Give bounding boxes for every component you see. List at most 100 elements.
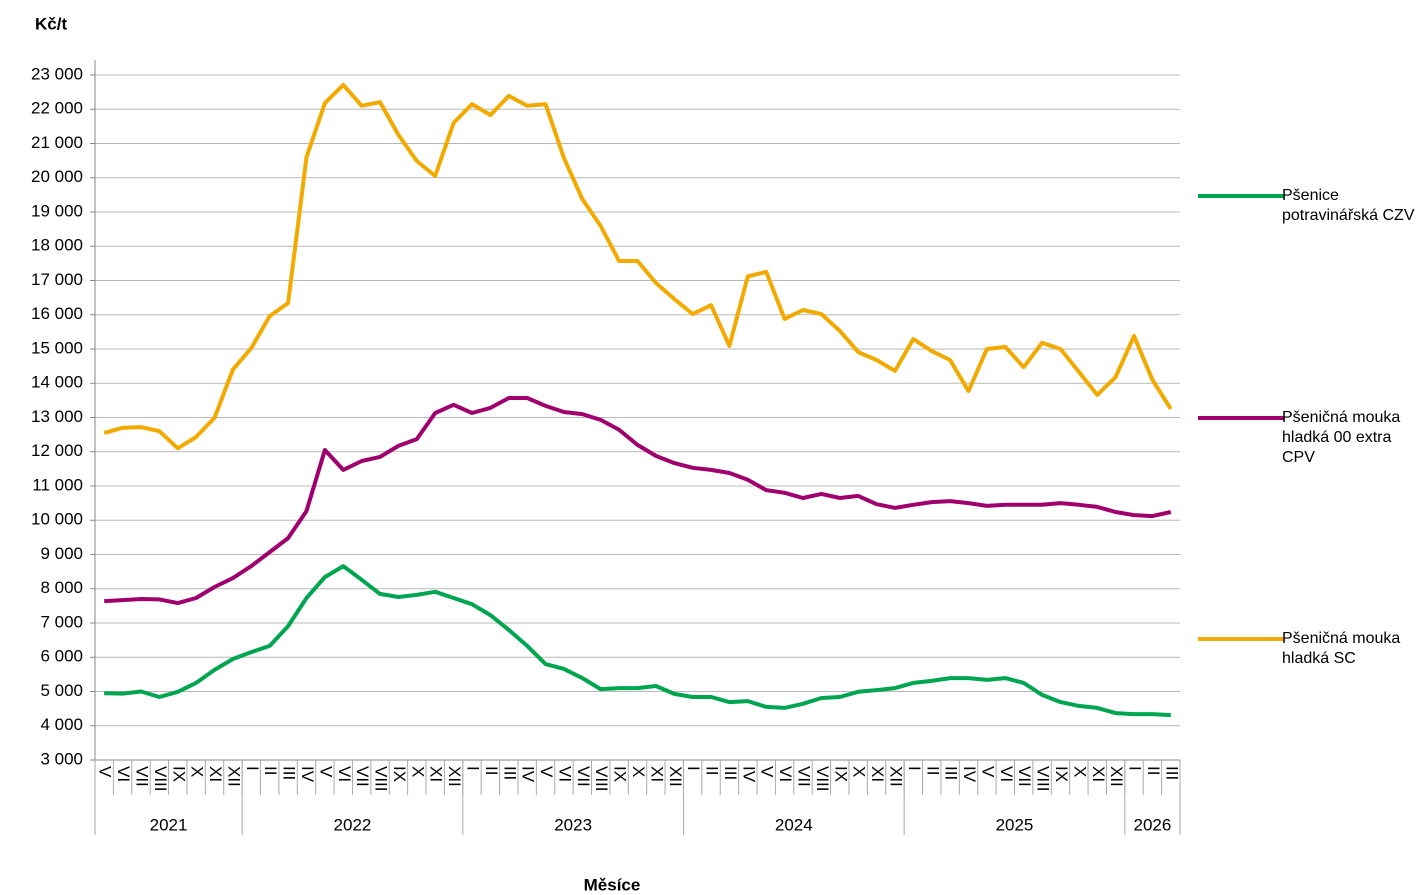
x-tick-label: V	[96, 766, 115, 778]
y-tick-label: 10 000	[31, 510, 83, 529]
x-tick-label: XII	[886, 766, 905, 787]
legend-swatch	[1198, 416, 1284, 420]
x-tick-label: I	[243, 766, 262, 771]
x-tick-label: IX	[390, 766, 409, 782]
x-tick-label: XI	[868, 766, 887, 782]
legend-item: Pšenice potravinářská CZV	[1198, 186, 1424, 226]
x-tick-label: V	[316, 766, 335, 778]
group-label: 2025	[996, 815, 1034, 834]
y-tick-label: 9 000	[40, 544, 83, 563]
x-tick-label: IV	[298, 766, 317, 783]
series-line	[103, 82, 1173, 451]
legend-item: Pšeničná mouka hladká 00 extra CPV	[1198, 408, 1407, 468]
x-tick-label: VIII	[372, 766, 391, 792]
x-tick-label: III	[721, 766, 740, 780]
x-tick-label: VII	[795, 766, 814, 787]
legend-item: Pšeničná mouka hladká SC	[1198, 629, 1407, 669]
y-tick-label: 13 000	[31, 407, 83, 426]
legend-label: Pšeničná mouka hladká SC	[1282, 630, 1401, 667]
x-tick-label: IV	[960, 766, 979, 783]
x-tick-label: VIII	[1034, 766, 1053, 792]
x-tick-label: X	[850, 766, 869, 777]
x-tick-label: I	[684, 766, 703, 771]
x-tick-label: VI	[555, 766, 574, 782]
group-label: 2026	[1134, 815, 1172, 834]
x-tick-label: XI	[427, 766, 446, 782]
x-tick-label: II	[703, 766, 722, 775]
x-tick-label: IX	[1052, 766, 1071, 782]
x-tick-label: VI	[997, 766, 1016, 782]
x-axis-title: Měsíce	[584, 875, 641, 894]
x-tick-label: VI	[114, 766, 133, 782]
x-tick-label: VIII	[592, 766, 611, 792]
x-tick-label: XII	[224, 766, 243, 787]
x-tick-label: VIII	[151, 766, 170, 792]
y-tick-label: 21 000	[31, 133, 83, 152]
legend-label: Pšenice potravinářská CZV	[1282, 187, 1415, 224]
x-tick-label: X	[188, 766, 207, 777]
x-tick-label: III	[1162, 766, 1181, 780]
y-tick-label: 11 000	[32, 475, 83, 494]
y-tick-label: 18 000	[31, 236, 83, 255]
x-tick-label: XI	[647, 766, 666, 782]
x-tick-label: I	[1126, 766, 1145, 771]
y-tick-label: 5 000	[40, 681, 83, 700]
legend-swatch	[1198, 637, 1284, 641]
x-tick-label: I	[905, 766, 924, 771]
x-tick-label: V	[978, 766, 997, 778]
y-tick-label: 6 000	[40, 647, 83, 666]
y-tick-label: 16 000	[31, 304, 83, 323]
y-tick-label: 3 000	[40, 749, 83, 768]
x-tick-label: XI	[1089, 766, 1108, 782]
x-tick-label: XII	[666, 766, 685, 787]
x-tick-label: IX	[169, 766, 188, 782]
x-tick-label: III	[942, 766, 961, 780]
x-tick-label: II	[923, 766, 942, 775]
y-tick-label: 12 000	[31, 441, 83, 460]
x-tick-label: VII	[132, 766, 151, 787]
x-tick-label: XI	[206, 766, 225, 782]
legend-swatch	[1198, 194, 1284, 198]
x-tick-label: VIII	[813, 766, 832, 792]
x-tick-label: X	[1070, 766, 1089, 777]
x-tick-label: VI	[776, 766, 795, 782]
y-tick-label: 19 000	[31, 201, 83, 220]
x-tick-label: II	[261, 766, 280, 775]
x-tick-label: XII	[1107, 766, 1126, 787]
y-tick-label: 4 000	[40, 715, 83, 734]
y-tick-label: 20 000	[31, 167, 83, 186]
y-tick-label: 14 000	[31, 373, 83, 392]
x-tick-label: II	[482, 766, 501, 775]
x-tick-label: XII	[445, 766, 464, 787]
y-tick-label: 15 000	[31, 338, 83, 357]
legend-label: Pšeničná mouka hladká 00 extra CPV	[1282, 409, 1401, 466]
x-tick-label: IV	[739, 766, 758, 783]
series-line	[104, 564, 1171, 718]
group-label: 2023	[554, 815, 592, 834]
x-tick-label: I	[464, 766, 483, 771]
y-tick-label: 7 000	[40, 612, 83, 631]
x-tick-label: II	[1144, 766, 1163, 775]
x-tick-label: VII	[353, 766, 372, 787]
x-tick-label: IV	[519, 766, 538, 783]
y-tick-label: 22 000	[31, 99, 83, 118]
y-tick-label: 17 000	[31, 270, 83, 289]
x-tick-label: X	[629, 766, 648, 777]
x-tick-label: III	[500, 766, 519, 780]
y-tick-label: 8 000	[40, 578, 83, 597]
x-tick-label: VII	[1015, 766, 1034, 787]
x-tick-label: III	[280, 766, 299, 780]
x-tick-label: IX	[611, 766, 630, 782]
y-axis-title: Kč/t	[35, 14, 67, 33]
x-tick-label: V	[537, 766, 556, 778]
x-tick-label: V	[758, 766, 777, 778]
x-tick-label: VI	[335, 766, 354, 782]
group-label: 2024	[775, 815, 813, 834]
x-tick-label: X	[408, 766, 427, 777]
x-tick-label: IX	[831, 766, 850, 782]
group-label: 2022	[334, 815, 372, 834]
y-tick-label: 23 000	[31, 64, 83, 83]
series-line	[104, 396, 1172, 606]
